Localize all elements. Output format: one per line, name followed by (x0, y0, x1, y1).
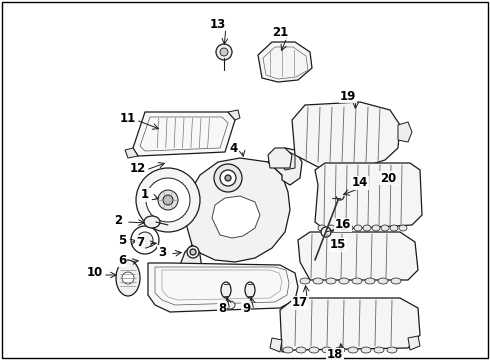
Text: 17: 17 (292, 297, 308, 310)
Polygon shape (148, 263, 298, 312)
Text: 11: 11 (120, 112, 136, 125)
Polygon shape (180, 245, 202, 282)
Ellipse shape (345, 225, 353, 231)
Text: 5: 5 (118, 234, 126, 247)
Ellipse shape (321, 227, 331, 237)
Ellipse shape (327, 225, 335, 231)
Ellipse shape (313, 278, 323, 284)
Ellipse shape (216, 44, 232, 60)
Text: 13: 13 (210, 18, 226, 31)
Polygon shape (270, 338, 282, 352)
Ellipse shape (163, 195, 173, 205)
Ellipse shape (220, 170, 236, 186)
Polygon shape (298, 232, 418, 280)
Text: 1: 1 (141, 189, 149, 202)
Ellipse shape (381, 225, 389, 231)
Ellipse shape (296, 347, 306, 353)
Ellipse shape (245, 282, 255, 298)
Ellipse shape (137, 232, 153, 248)
Polygon shape (133, 112, 235, 156)
Polygon shape (268, 148, 292, 168)
Ellipse shape (390, 225, 398, 231)
Ellipse shape (146, 178, 190, 222)
Ellipse shape (214, 164, 242, 192)
Polygon shape (292, 102, 400, 168)
Ellipse shape (225, 175, 231, 181)
Ellipse shape (122, 272, 134, 284)
Polygon shape (185, 158, 290, 262)
Ellipse shape (220, 48, 228, 56)
Text: 14: 14 (352, 176, 368, 189)
Ellipse shape (275, 150, 291, 166)
Ellipse shape (374, 347, 384, 353)
Polygon shape (258, 42, 312, 82)
Ellipse shape (225, 301, 235, 309)
Ellipse shape (391, 278, 401, 284)
Ellipse shape (336, 225, 344, 231)
Ellipse shape (339, 278, 349, 284)
Ellipse shape (300, 278, 310, 284)
Ellipse shape (221, 282, 231, 298)
Text: 8: 8 (218, 302, 226, 315)
Ellipse shape (136, 168, 200, 232)
Ellipse shape (348, 347, 358, 353)
Ellipse shape (283, 347, 293, 353)
Text: 21: 21 (272, 27, 288, 40)
Ellipse shape (326, 278, 336, 284)
Ellipse shape (354, 225, 362, 231)
Ellipse shape (190, 249, 196, 255)
Polygon shape (125, 148, 138, 158)
Ellipse shape (187, 246, 199, 258)
Polygon shape (212, 196, 260, 238)
Ellipse shape (352, 278, 362, 284)
Ellipse shape (309, 347, 319, 353)
Ellipse shape (322, 347, 332, 353)
Text: 10: 10 (87, 266, 103, 279)
Polygon shape (280, 150, 295, 170)
Text: 16: 16 (335, 219, 351, 231)
Ellipse shape (318, 225, 326, 231)
Ellipse shape (378, 278, 388, 284)
Polygon shape (315, 163, 422, 230)
Ellipse shape (116, 260, 140, 296)
Text: 4: 4 (230, 141, 238, 154)
Text: 19: 19 (340, 90, 356, 103)
Ellipse shape (387, 347, 397, 353)
Text: 12: 12 (130, 162, 146, 175)
Ellipse shape (399, 225, 407, 231)
Text: 9: 9 (242, 302, 250, 315)
Polygon shape (398, 122, 412, 142)
Ellipse shape (372, 225, 380, 231)
Polygon shape (280, 298, 420, 352)
Ellipse shape (158, 190, 178, 210)
Ellipse shape (361, 347, 371, 353)
Text: 2: 2 (114, 213, 122, 226)
Text: 6: 6 (118, 253, 126, 266)
Ellipse shape (365, 278, 375, 284)
Text: 18: 18 (327, 348, 343, 360)
Text: 15: 15 (330, 238, 346, 252)
Ellipse shape (131, 226, 159, 254)
Text: 3: 3 (158, 246, 166, 258)
Ellipse shape (144, 216, 160, 228)
Text: 7: 7 (136, 235, 144, 248)
Polygon shape (268, 148, 302, 185)
Text: 20: 20 (380, 171, 396, 184)
Ellipse shape (363, 225, 371, 231)
Ellipse shape (335, 347, 345, 353)
Polygon shape (228, 110, 240, 120)
Polygon shape (408, 336, 420, 350)
